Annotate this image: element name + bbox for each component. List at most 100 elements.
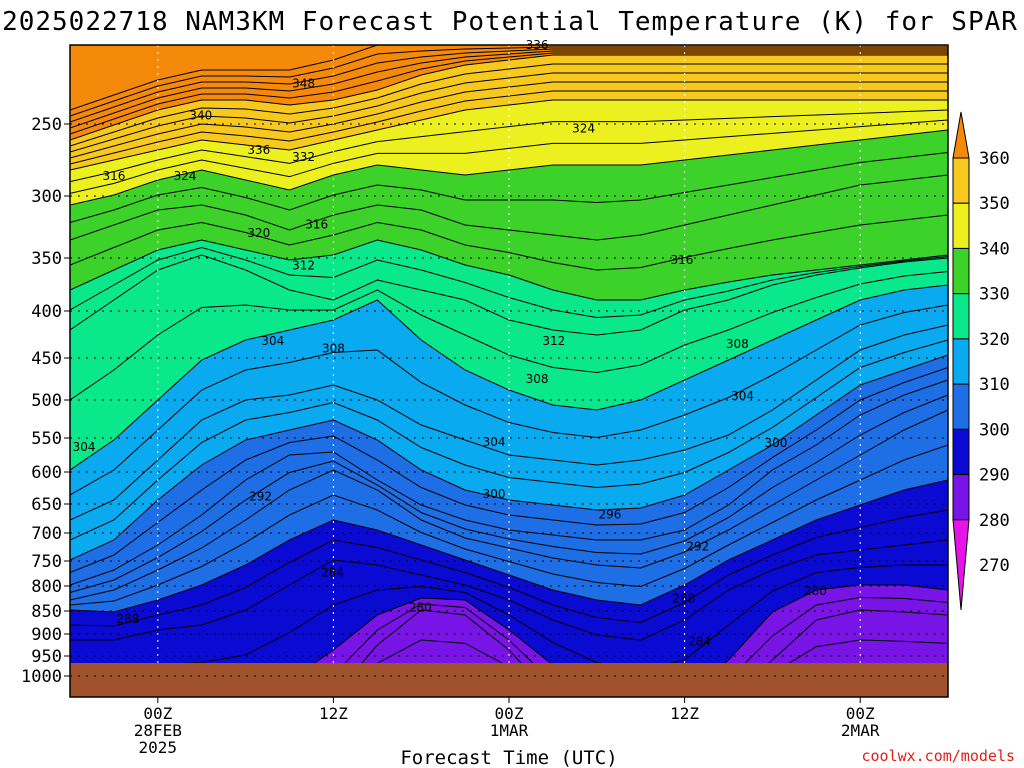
colorbar-label: 270 [979,556,1010,576]
contour-line-348 [70,46,948,117]
colorbar-band [952,428,970,476]
contour-label: 324 [174,169,197,183]
colorbar-arrow-top [952,111,970,159]
contour-label: 312 [292,258,315,272]
y-tick-label: 450 [31,349,62,369]
y-tick-label: 850 [31,602,62,622]
colorbar-band [952,338,970,385]
contour-line-286 [70,509,948,627]
y-tick-label: 750 [31,552,62,572]
contour-label: 300 [764,436,787,450]
colorbar-label: 360 [979,149,1010,169]
y-tick-label: 900 [31,625,62,645]
contour-line-320 [70,174,948,241]
colorbar-band [952,157,970,204]
chart-title: 2025022718 NAM3KM Forecast Potential Tem… [2,7,1018,37]
credit-text: coolwx.com/models [861,747,1015,765]
contour-label: 288 [116,612,139,626]
contour-label: 304 [483,435,506,449]
colorbar-arrow-bottom [952,519,970,611]
colorbar-label: 350 [979,194,1010,214]
contour-label: 308 [726,337,749,351]
x-tick-label: 00Z [143,704,172,723]
y-tick-label: 600 [31,463,62,483]
colorbar-label: 280 [979,511,1010,531]
y-axis: 250 300 350 400 450 500 550 600 650 700 750 800 850 9… [21,115,70,687]
ground-layer [70,663,948,697]
contour-label: 304 [261,334,284,348]
contour-label: 280 [804,584,827,598]
y-tick-label: 950 [31,647,62,667]
band-fill-284 [70,540,948,697]
contour-line-318 [70,214,948,271]
x-tick-label: 1MAR [490,721,529,740]
contour-label: 340 [189,108,212,122]
ground [70,663,948,697]
contour-line-324 [70,129,948,206]
y-tick-label: 1000 [21,667,62,687]
contour-line-342 [70,52,948,135]
contour-label: 316 [305,218,328,232]
y-tick-label: 550 [31,429,62,449]
contour-label: 284 [688,634,711,648]
y-tick-label: 800 [31,577,62,597]
colorbar-band [952,202,970,249]
contour-label: 304 [731,389,754,403]
y-tick-label: 250 [31,115,62,135]
contour-label: 316 [671,253,694,267]
contour-label: 308 [322,342,345,356]
contour-line-292 [70,409,948,601]
x-tick-label: 12Z [670,704,699,723]
contour-label: 292 [686,539,709,553]
contour-label: 324 [572,121,595,135]
contour-line-350 [70,45,948,111]
contour-label: 292 [249,489,272,503]
contour-line-306 [70,304,948,496]
x-tick-label: 2025 [139,738,178,757]
contour-line-288 [70,479,948,613]
colorbar-band [952,247,970,295]
colorbar-label: 290 [979,466,1010,486]
x-axis-title: Forecast Time (UTC) [400,747,617,768]
colorbar: 360 350 340 330 320 310 300 290 280 270 [952,111,1010,611]
colorbar-label: 310 [979,375,1010,395]
x-tick-label: 00Z [846,704,875,723]
contour-label: 296 [599,507,622,521]
contour-line-326 [70,119,948,194]
colorbar-label: 340 [979,239,1010,259]
contour-label: 320 [247,226,270,240]
x-tick-label: 28FEB [134,721,182,740]
contour-label: 348 [292,76,315,90]
y-tick-label: 300 [31,187,62,207]
contour-label: 300 [483,487,506,501]
contour-line-276 [70,609,948,697]
contour-label: 304 [73,440,96,454]
contour-label: 332 [292,150,315,164]
contour-line-338 [70,63,948,147]
contour-line-282 [70,564,948,671]
contour-label: 284 [321,566,344,580]
colorbar-band [952,293,970,340]
contour-line-328 [70,109,948,183]
y-tick-label: 650 [31,495,62,515]
colorbar-label: 330 [979,285,1010,305]
contour-line-330 [70,99,948,171]
colorbar-band [952,474,970,521]
y-tick-label: 350 [31,249,62,269]
contour-label: 280 [409,601,432,615]
contour-line-316 [70,239,948,301]
y-tick-label: 500 [31,391,62,411]
contour-label: 288 [672,592,695,606]
colorbar-label: 300 [979,420,1010,440]
y-tick-label: 400 [31,302,62,322]
contour-line-304 [70,324,948,521]
colorbar-band [952,383,970,430]
contour-line-294 [70,394,948,593]
contour-line-336 [70,72,948,153]
contour-label: 336 [247,143,270,157]
band-fill-276 [70,610,948,697]
colorbar-label: 320 [979,330,1010,350]
